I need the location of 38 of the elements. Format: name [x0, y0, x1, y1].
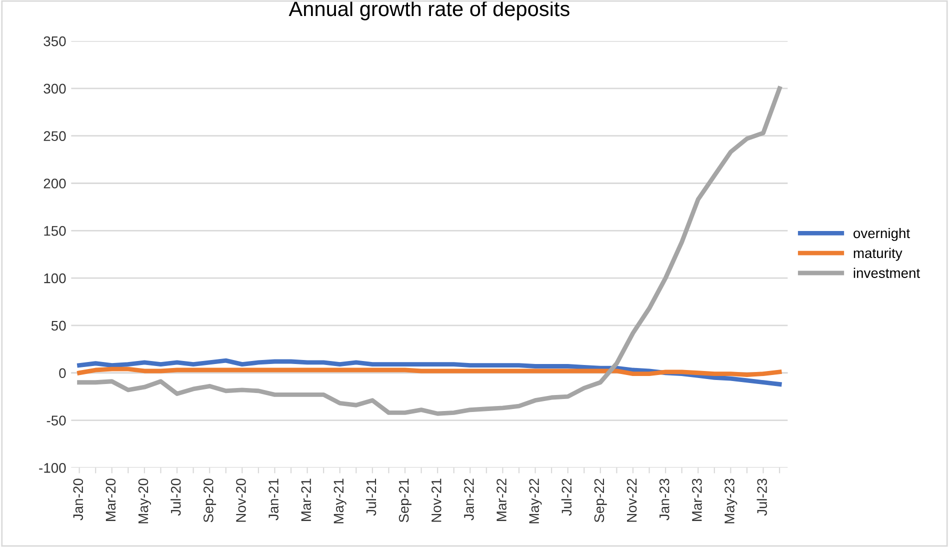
y-tick-label: -50 [46, 416, 66, 426]
x-tick-label: Jan-21 [268, 478, 278, 520]
y-tick-label: 0 [59, 368, 66, 378]
line-series [77, 86, 782, 416]
x-tick-label: May-20 [138, 478, 151, 524]
y-tick-label: 300 [44, 84, 66, 94]
y-tick-label: 200 [44, 178, 66, 188]
x-tick-label: May-23 [724, 478, 738, 524]
x-tick-label: Nov-22 [626, 478, 637, 522]
chart-title: Annual growth rate of deposits [288, 0, 570, 20]
y-tick-label: 250 [44, 131, 66, 142]
x-tick-label: Sep-22 [594, 478, 607, 522]
x-tick-label: Sep-20 [203, 478, 216, 522]
y-tick-label: 100 [44, 273, 66, 284]
x-tick-label: Jul-22 [561, 478, 572, 516]
x-tick-label: Mar-21 [301, 478, 312, 521]
y-tick-label: 150 [44, 226, 66, 236]
y-tick-label: -100 [39, 463, 66, 473]
x-tick-label: Jan-22 [464, 478, 474, 520]
x-tick-label: May-22 [529, 478, 542, 524]
line-series [77, 358, 782, 386]
x-tick-label: Mar-23 [692, 478, 702, 521]
x-tick-label: Mar-20 [106, 478, 116, 521]
x-tick-label: Jan-20 [73, 478, 84, 520]
x-tick-label: Mar-22 [496, 478, 506, 521]
x-tick-label: Jan-23 [659, 478, 670, 520]
x-tick-label: Jul-20 [170, 478, 181, 516]
x-tick-label: Sep-21 [398, 478, 412, 522]
x-tick-label: Jul-21 [366, 478, 376, 516]
x-tick-label: Nov-21 [431, 478, 442, 522]
x-tick-label: May-21 [334, 478, 346, 524]
x-tick-label: Nov-20 [236, 478, 246, 522]
legend-label: investment [854, 268, 920, 278]
legend-label: maturity [854, 248, 902, 261]
y-tick-label: 50 [51, 320, 66, 331]
y-tick-label: 350 [44, 36, 66, 46]
legend-label: overnight [854, 228, 910, 241]
x-tick-label: Jul-23 [756, 478, 767, 516]
